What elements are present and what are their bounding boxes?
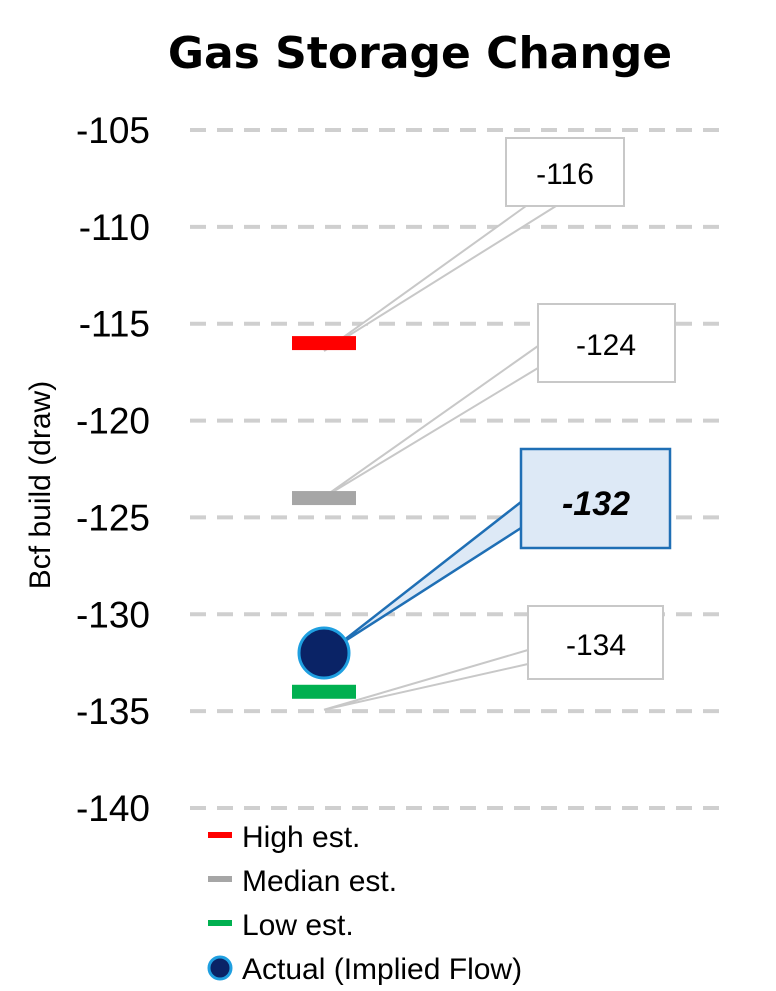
legend-label: Actual (Implied Flow) <box>242 953 522 986</box>
legend-swatch <box>207 955 233 981</box>
callout-leader <box>333 501 522 650</box>
y-axis-label: Bcf build (draw) <box>24 381 57 589</box>
y-tick-label: -120 <box>76 401 150 442</box>
callout-box <box>527 605 664 680</box>
marker-low-est <box>292 684 356 699</box>
y-tick-label: -140 <box>76 788 150 829</box>
y-tick-label: -115 <box>79 304 150 345</box>
gridlines <box>190 128 728 810</box>
y-tick-label: -135 <box>76 691 150 732</box>
y-tick-label: -125 <box>76 497 150 538</box>
callout-leader <box>323 649 529 711</box>
callouts: -116 -124 -132 -134 <box>505 137 676 680</box>
legend-label: Low est. <box>242 909 354 942</box>
legend-label: Median est. <box>242 865 397 898</box>
callout-box-actual <box>519 447 672 550</box>
chart-title: Gas Storage Change <box>168 28 672 79</box>
y-tick-label: -105 <box>76 110 150 151</box>
legend-label: High est. <box>242 821 360 854</box>
y-axis-ticks: -105 -110 -115 -120 -125 -130 -135 -140 <box>76 110 150 829</box>
callout-label: -124 <box>576 329 636 362</box>
data-marks <box>292 336 356 699</box>
callout-box <box>505 137 625 207</box>
callout-label: -134 <box>566 629 626 662</box>
legend-swatch <box>208 832 232 838</box>
y-tick-label: -130 <box>76 594 150 635</box>
legend-swatch <box>208 920 232 926</box>
legend: High est. Median est. Low est. Actual (Impl… <box>207 821 522 986</box>
callout-box <box>537 303 676 383</box>
marker-median-est <box>292 491 356 506</box>
callout-leader <box>323 205 557 352</box>
callout-label: -132 <box>562 485 630 523</box>
y-tick-label: -110 <box>79 207 150 248</box>
legend-swatch <box>208 876 232 882</box>
marker-actual-implied-flow <box>297 626 351 680</box>
callout-label: -116 <box>536 158 594 191</box>
marker-high-est <box>292 336 356 351</box>
